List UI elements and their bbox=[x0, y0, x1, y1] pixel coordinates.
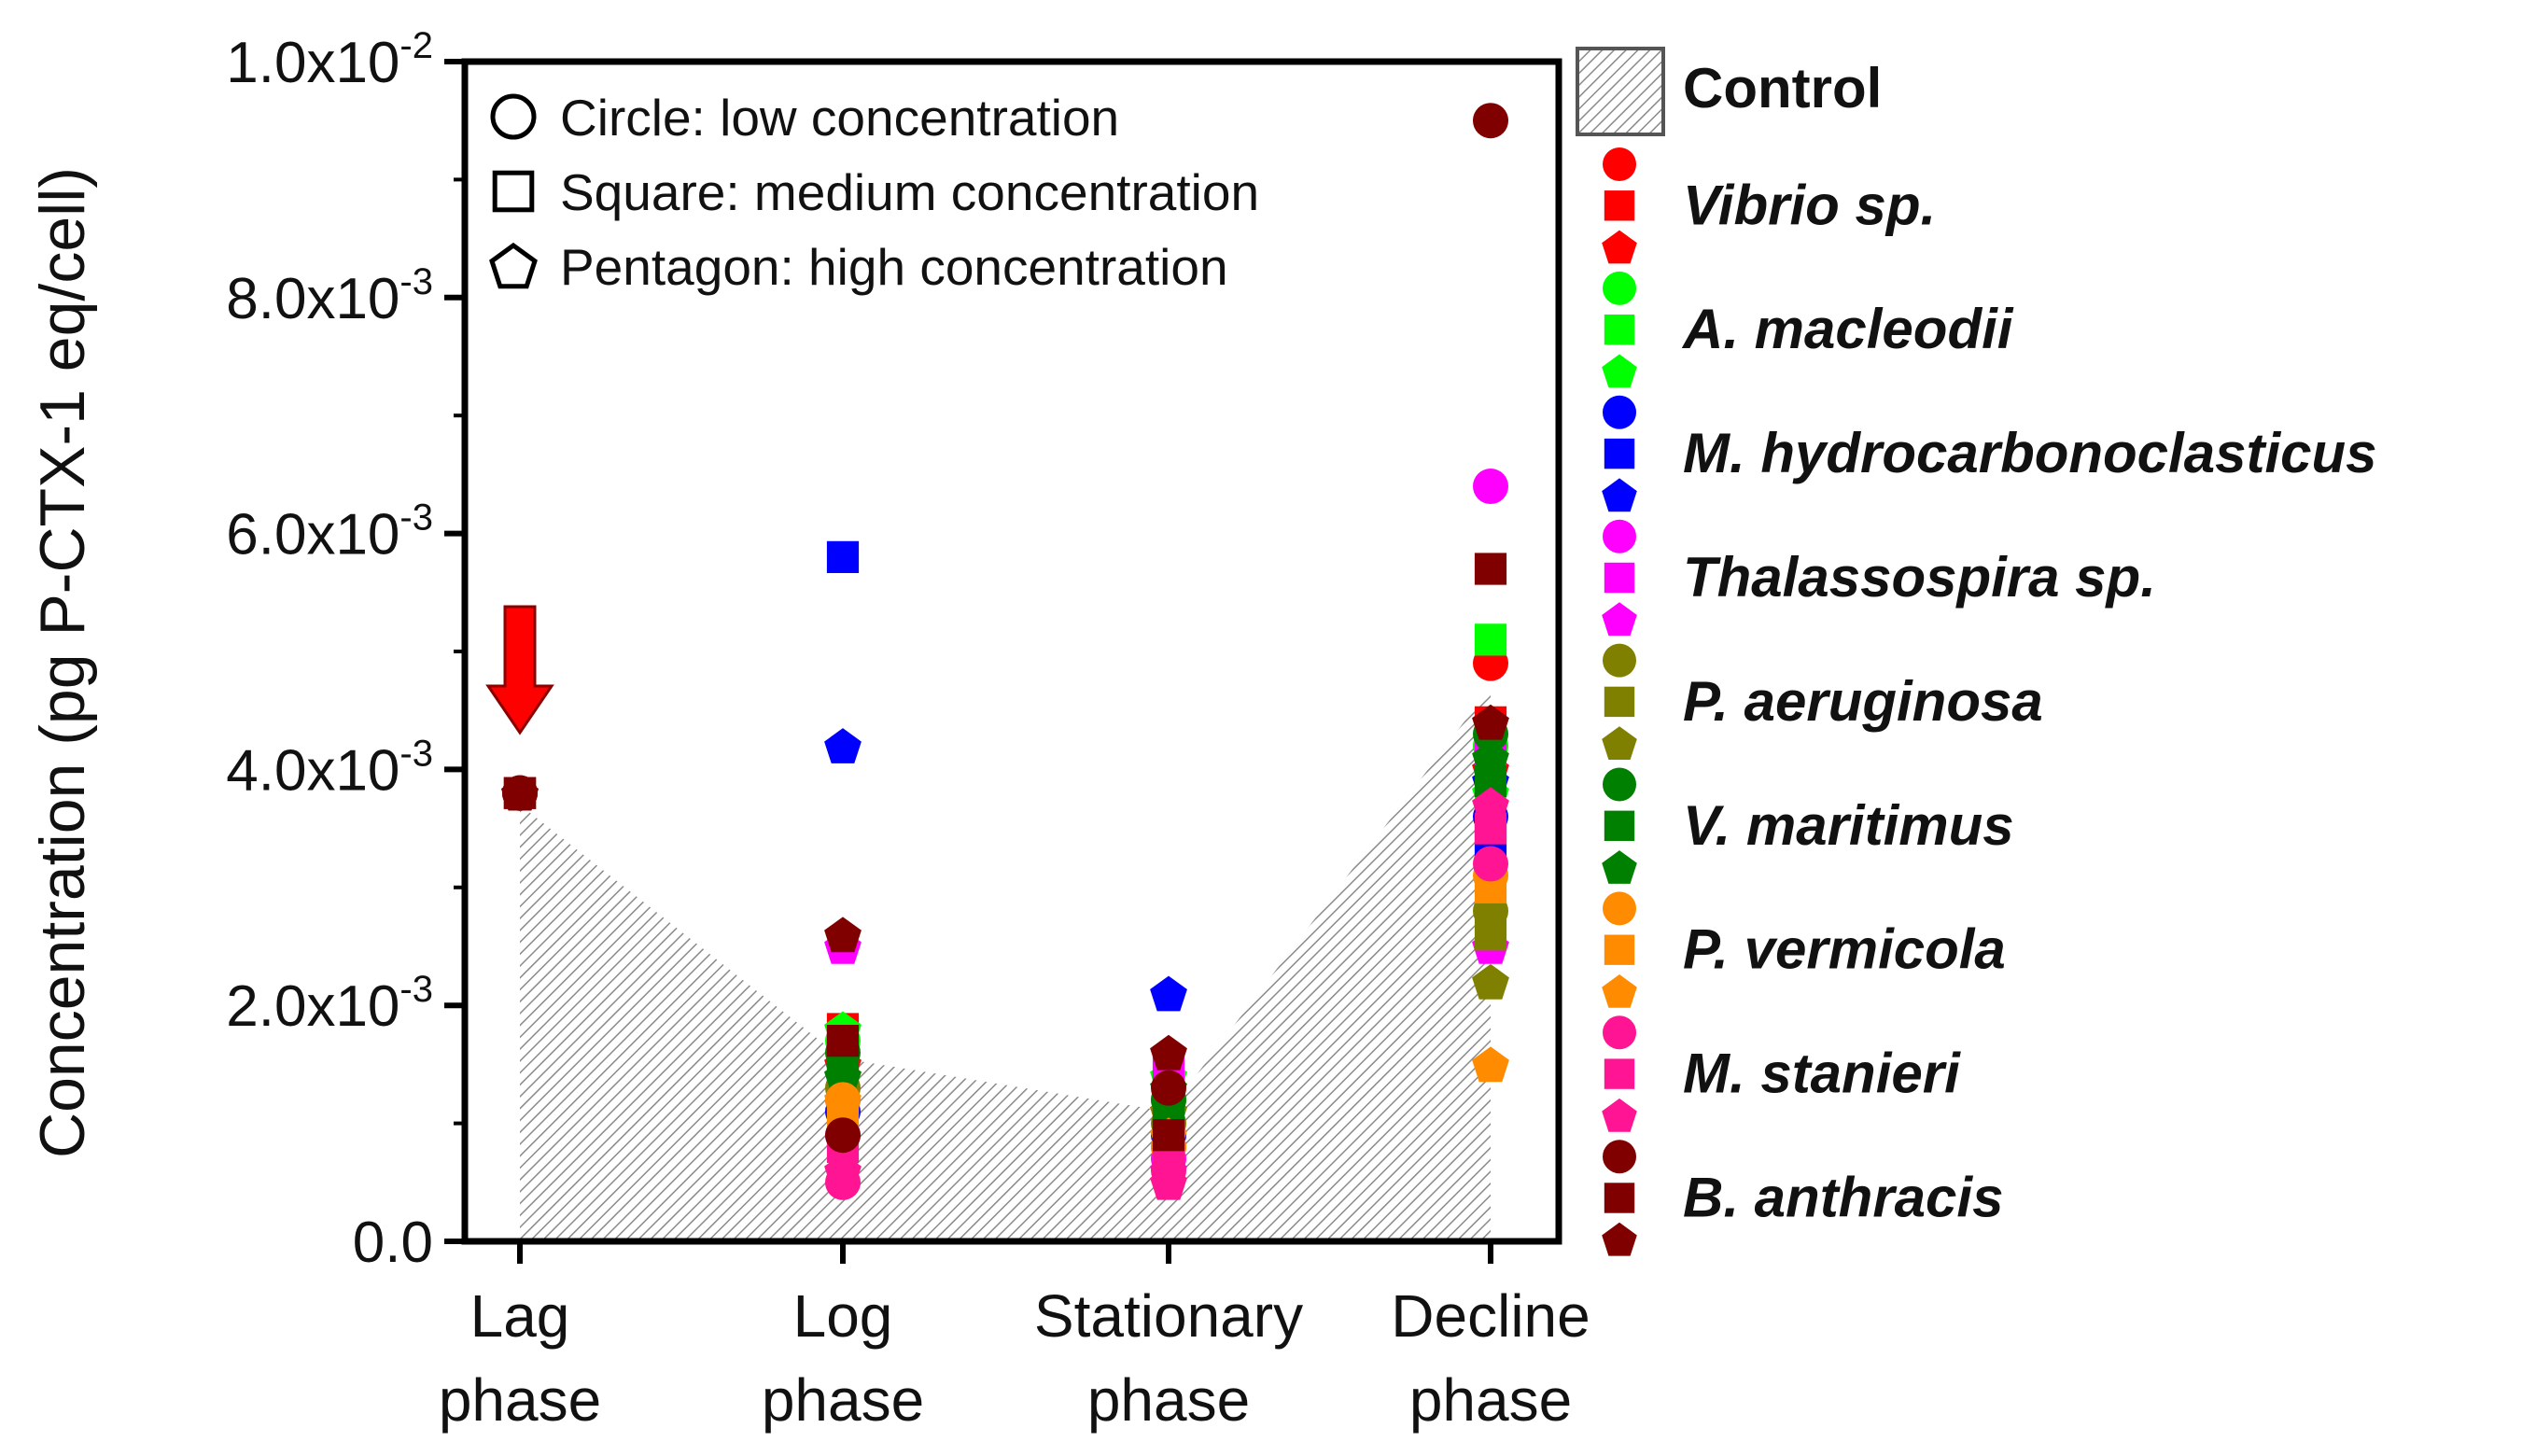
legend-label-thalassospira-sp: Thalassospira sp. bbox=[1683, 546, 2156, 609]
pentagon-shape-key bbox=[489, 242, 538, 289]
legend-marker-thalassospira-sp-square bbox=[1604, 562, 1635, 594]
legend-marker-m-stanieri-pentagon bbox=[1602, 1098, 1637, 1132]
point-b-anthracis-pentagon bbox=[501, 775, 539, 811]
y-tick-label: 6.0x10-3 bbox=[226, 497, 433, 567]
legend-label-v-maritimus: V. maritimus bbox=[1683, 794, 2014, 857]
point-m-hydrocarbonoclasticus-pentagon bbox=[1150, 975, 1187, 1012]
legend-marker-p-aeruginosa-pentagon bbox=[1602, 726, 1637, 760]
point-b-anthracis-pentagon bbox=[1472, 704, 1509, 740]
legend-marker-a-macleodii-circle bbox=[1603, 271, 1636, 305]
shape-note-text: Pentagon: high concentration bbox=[560, 238, 1228, 296]
point-b-anthracis-circle bbox=[1473, 103, 1508, 139]
y-tick-label: 2.0x10-3 bbox=[226, 969, 433, 1039]
legend-marker-thalassospira-sp-pentagon bbox=[1602, 602, 1637, 637]
shape-note-text: Square: medium concentration bbox=[560, 163, 1259, 221]
point-m-stanieri-pentagon bbox=[1150, 1164, 1187, 1200]
point-p-vermicola-pentagon bbox=[824, 1082, 862, 1118]
legend-marker-p-vermicola-pentagon bbox=[1602, 974, 1637, 1008]
legend-marker-m-hydrocarbonoclasticus-square bbox=[1604, 438, 1635, 469]
x-tick-label: phase bbox=[439, 1366, 601, 1434]
point-b-anthracis-circle bbox=[825, 1117, 861, 1154]
legend-marker-p-aeruginosa-circle bbox=[1603, 643, 1636, 678]
legend-label-a-macleodii: A. macleodii bbox=[1681, 298, 2014, 360]
point-a-macleodii-square bbox=[1474, 623, 1507, 656]
legend-marker-a-macleodii-pentagon bbox=[1602, 354, 1637, 388]
x-tick-label: Decline bbox=[1391, 1282, 1590, 1350]
point-v-maritimus-pentagon bbox=[1472, 739, 1509, 776]
circle-shape-key bbox=[490, 93, 537, 140]
legend-marker-a-macleodii-square bbox=[1604, 315, 1635, 345]
x-tick-label: Lag bbox=[470, 1282, 570, 1350]
legend-label-p-aeruginosa: P. aeruginosa bbox=[1683, 670, 2043, 733]
legend-label-m-stanieri: M. stanieri bbox=[1683, 1043, 1961, 1105]
legend-marker-b-anthracis-square bbox=[1604, 1183, 1635, 1213]
point-p-aeruginosa-square bbox=[1474, 918, 1507, 951]
y-axis-title: Concentration (pg P-CTX-1 eq/cell) bbox=[27, 167, 98, 1158]
legend-marker-vibrio-sp-pentagon bbox=[1602, 230, 1637, 264]
legend-marker-p-vermicola-square bbox=[1604, 934, 1635, 965]
plot-area bbox=[485, 103, 1509, 1241]
legend-marker-b-anthracis-pentagon bbox=[1602, 1222, 1637, 1256]
square-shape-key bbox=[492, 170, 535, 213]
point-b-anthracis-square bbox=[826, 1025, 860, 1057]
legend-label-b-anthracis: B. anthracis bbox=[1683, 1167, 2003, 1229]
legend-marker-vibrio-sp-square bbox=[1604, 190, 1635, 221]
x-tick-label: Log bbox=[793, 1282, 893, 1350]
legend-control-label: Control bbox=[1683, 57, 1882, 119]
x-tick-label: phase bbox=[1409, 1366, 1572, 1434]
legend-label-p-vermicola: P. vermicola bbox=[1683, 918, 2006, 981]
legend-marker-vibrio-sp-circle bbox=[1603, 147, 1636, 181]
point-b-anthracis-pentagon bbox=[824, 917, 862, 953]
legend-label-vibrio-sp: Vibrio sp. bbox=[1683, 174, 1936, 236]
legend-label-m-hydrocarbonoclasticus: M. hydrocarbonoclasticus bbox=[1683, 422, 2377, 484]
point-p-vermicola-pentagon bbox=[1472, 1046, 1509, 1083]
legend-marker-v-maritimus-square bbox=[1604, 810, 1635, 841]
legend-marker-p-vermicola-circle bbox=[1603, 891, 1636, 926]
legend-marker-v-maritimus-circle bbox=[1603, 767, 1636, 802]
legend-marker-m-hydrocarbonoclasticus-circle bbox=[1603, 395, 1636, 429]
legend-marker-b-anthracis-circle bbox=[1603, 1140, 1636, 1174]
series-legend: Control Vibrio sp. A. macleodii M. hydrocar… bbox=[1576, 47, 2377, 1256]
y-tick-label: 8.0x10-3 bbox=[226, 261, 433, 331]
point-m-stanieri-pentagon bbox=[824, 1153, 862, 1188]
y-tick-label: 1.0x10-2 bbox=[226, 25, 433, 95]
control-area bbox=[520, 686, 1491, 1241]
x-tick-label: phase bbox=[1087, 1366, 1250, 1434]
legend-marker-m-stanieri-square bbox=[1604, 1058, 1635, 1089]
legend-marker-p-aeruginosa-square bbox=[1604, 686, 1635, 718]
point-b-anthracis-square bbox=[1474, 553, 1507, 585]
point-m-stanieri-circle bbox=[1473, 846, 1508, 882]
point-p-aeruginosa-pentagon bbox=[1472, 963, 1509, 1000]
x-tick-label: phase bbox=[762, 1366, 924, 1434]
legend-marker-v-maritimus-pentagon bbox=[1602, 850, 1637, 884]
shape-legend: Circle: low concentration Square: medium … bbox=[489, 89, 1259, 296]
point-m-hydrocarbonoclasticus-square bbox=[826, 540, 860, 573]
shape-note-text: Circle: low concentration bbox=[560, 89, 1119, 147]
point-m-hydrocarbonoclasticus-pentagon bbox=[824, 728, 862, 763]
highlight-arrow bbox=[485, 605, 554, 735]
y-tick-label: 4.0x10-3 bbox=[226, 733, 433, 803]
point-b-anthracis-pentagon bbox=[1150, 1034, 1187, 1071]
legend-control-swatch bbox=[1576, 47, 1665, 136]
point-b-anthracis-square bbox=[1152, 1119, 1185, 1152]
legend-marker-thalassospira-sp-circle bbox=[1603, 519, 1636, 553]
axes: 0.0 2.0x10-3 4.0x10-3 6.0x10-3 8.0x10-3 1.0x1… bbox=[226, 25, 1590, 1434]
point-m-stanieri-pentagon bbox=[1472, 787, 1509, 823]
legend-marker-m-hydrocarbonoclasticus-pentagon bbox=[1602, 478, 1637, 512]
y-tick-label: 0.0 bbox=[353, 1211, 433, 1275]
point-b-anthracis-circle bbox=[1151, 1070, 1186, 1106]
x-tick-label: Stationary bbox=[1034, 1282, 1303, 1350]
legend-marker-m-stanieri-circle bbox=[1603, 1015, 1636, 1050]
point-thalassospira-sp-circle bbox=[1473, 469, 1508, 505]
